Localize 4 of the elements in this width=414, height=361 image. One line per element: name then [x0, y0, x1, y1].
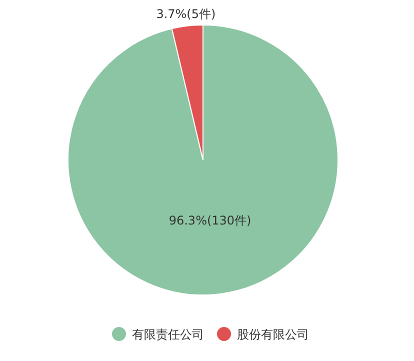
data-label: 3.7%(5件) — [156, 6, 216, 21]
data-label: 96.3%(130件) — [168, 213, 252, 228]
legend-label: 股份有限公司 — [237, 328, 309, 342]
legend-label: 有限责任公司 — [132, 328, 204, 342]
